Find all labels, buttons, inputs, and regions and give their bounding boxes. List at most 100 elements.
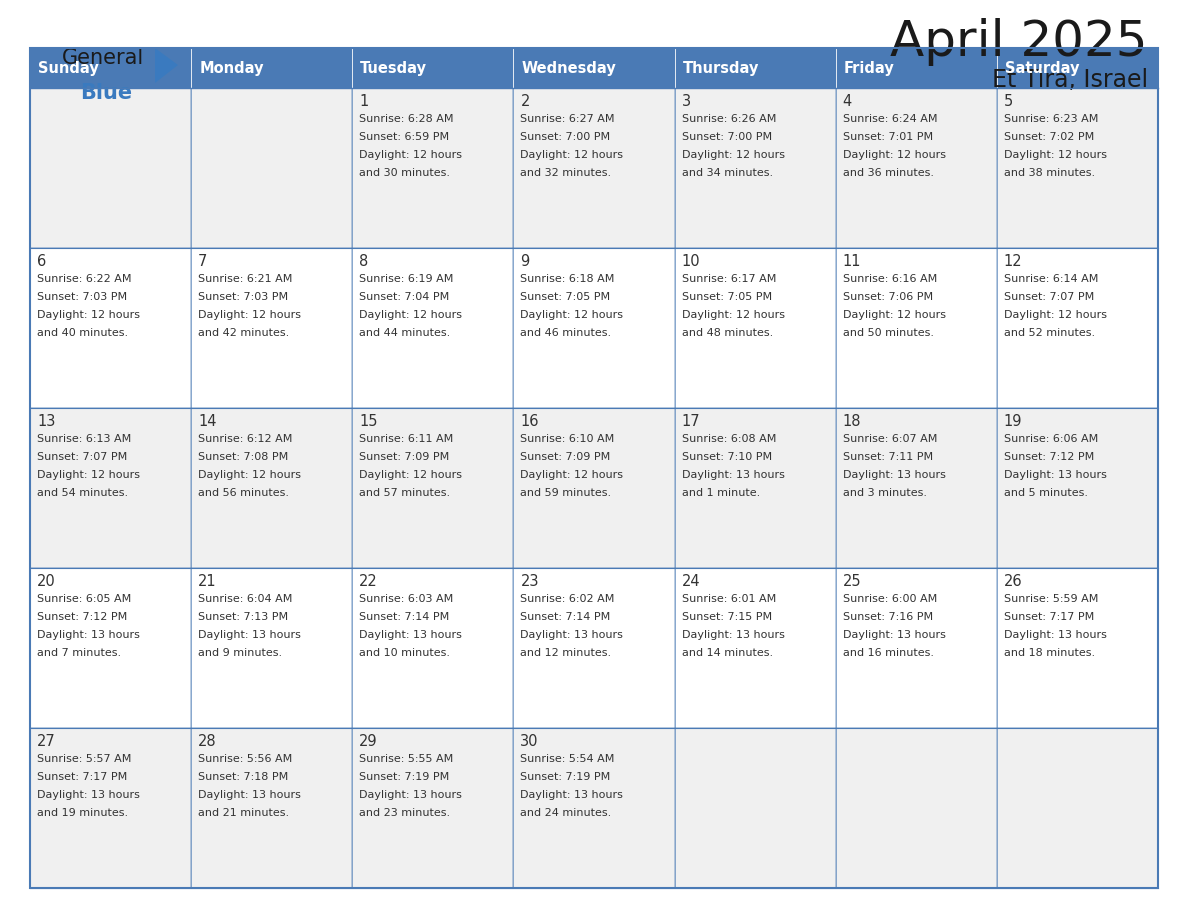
Text: General: General: [62, 48, 144, 68]
FancyBboxPatch shape: [997, 48, 1158, 88]
Text: Sunset: 7:10 PM: Sunset: 7:10 PM: [682, 452, 772, 462]
FancyBboxPatch shape: [353, 728, 513, 888]
Text: Sunset: 7:09 PM: Sunset: 7:09 PM: [520, 452, 611, 462]
Text: Sunrise: 6:27 AM: Sunrise: 6:27 AM: [520, 114, 615, 124]
Text: Sunset: 7:17 PM: Sunset: 7:17 PM: [37, 772, 127, 782]
Text: Daylight: 12 hours: Daylight: 12 hours: [37, 470, 140, 480]
Text: and 30 minutes.: and 30 minutes.: [359, 168, 450, 178]
Text: Sunset: 7:14 PM: Sunset: 7:14 PM: [520, 612, 611, 622]
Text: Sunrise: 6:26 AM: Sunrise: 6:26 AM: [682, 114, 776, 124]
Text: and 14 minutes.: and 14 minutes.: [682, 648, 772, 658]
Text: 13: 13: [37, 414, 56, 429]
Polygon shape: [154, 48, 178, 83]
Text: Sunset: 7:11 PM: Sunset: 7:11 PM: [842, 452, 933, 462]
Text: and 48 minutes.: and 48 minutes.: [682, 328, 773, 338]
Text: Sunset: 7:07 PM: Sunset: 7:07 PM: [1004, 292, 1094, 302]
Text: Sunrise: 6:11 AM: Sunrise: 6:11 AM: [359, 434, 454, 444]
FancyBboxPatch shape: [997, 408, 1158, 568]
Text: Sunrise: 6:19 AM: Sunrise: 6:19 AM: [359, 274, 454, 284]
Text: Sunset: 7:02 PM: Sunset: 7:02 PM: [1004, 132, 1094, 142]
Text: and 18 minutes.: and 18 minutes.: [1004, 648, 1095, 658]
Text: Daylight: 13 hours: Daylight: 13 hours: [842, 630, 946, 640]
FancyBboxPatch shape: [835, 408, 997, 568]
FancyBboxPatch shape: [30, 48, 191, 88]
Text: 30: 30: [520, 734, 539, 749]
Text: Sunrise: 6:06 AM: Sunrise: 6:06 AM: [1004, 434, 1098, 444]
Text: Daylight: 12 hours: Daylight: 12 hours: [1004, 310, 1107, 320]
FancyBboxPatch shape: [353, 408, 513, 568]
Text: Sunrise: 6:14 AM: Sunrise: 6:14 AM: [1004, 274, 1098, 284]
FancyBboxPatch shape: [191, 48, 353, 88]
Text: Sunset: 7:15 PM: Sunset: 7:15 PM: [682, 612, 772, 622]
Text: April 2025: April 2025: [891, 18, 1148, 66]
Text: Daylight: 13 hours: Daylight: 13 hours: [37, 790, 140, 800]
Text: Daylight: 13 hours: Daylight: 13 hours: [1004, 630, 1107, 640]
Text: 19: 19: [1004, 414, 1023, 429]
Text: and 46 minutes.: and 46 minutes.: [520, 328, 612, 338]
Text: Sunrise: 6:22 AM: Sunrise: 6:22 AM: [37, 274, 132, 284]
Text: Sunrise: 6:00 AM: Sunrise: 6:00 AM: [842, 594, 937, 604]
Text: Daylight: 12 hours: Daylight: 12 hours: [842, 150, 946, 160]
Text: Daylight: 13 hours: Daylight: 13 hours: [682, 470, 784, 480]
Text: Daylight: 13 hours: Daylight: 13 hours: [37, 630, 140, 640]
Text: Daylight: 13 hours: Daylight: 13 hours: [198, 630, 301, 640]
FancyBboxPatch shape: [675, 248, 835, 408]
Text: Sunrise: 5:56 AM: Sunrise: 5:56 AM: [198, 754, 292, 764]
Text: and 36 minutes.: and 36 minutes.: [842, 168, 934, 178]
Text: 5: 5: [1004, 94, 1013, 109]
FancyBboxPatch shape: [997, 248, 1158, 408]
Text: Friday: Friday: [843, 61, 895, 75]
Text: and 5 minutes.: and 5 minutes.: [1004, 488, 1088, 498]
Text: 2: 2: [520, 94, 530, 109]
Text: 22: 22: [359, 574, 378, 589]
Text: Sunset: 7:13 PM: Sunset: 7:13 PM: [198, 612, 289, 622]
Text: Daylight: 13 hours: Daylight: 13 hours: [1004, 470, 1107, 480]
Text: Sunset: 7:17 PM: Sunset: 7:17 PM: [1004, 612, 1094, 622]
Text: 6: 6: [37, 254, 46, 269]
FancyBboxPatch shape: [191, 88, 353, 248]
FancyBboxPatch shape: [675, 88, 835, 248]
FancyBboxPatch shape: [997, 568, 1158, 728]
Text: and 42 minutes.: and 42 minutes.: [198, 328, 290, 338]
Text: 4: 4: [842, 94, 852, 109]
Text: Daylight: 13 hours: Daylight: 13 hours: [198, 790, 301, 800]
FancyBboxPatch shape: [191, 568, 353, 728]
Text: 20: 20: [37, 574, 56, 589]
Text: Sunset: 7:19 PM: Sunset: 7:19 PM: [520, 772, 611, 782]
FancyBboxPatch shape: [835, 568, 997, 728]
Text: Sunrise: 6:12 AM: Sunrise: 6:12 AM: [198, 434, 292, 444]
FancyBboxPatch shape: [835, 48, 997, 88]
Text: Sunrise: 6:08 AM: Sunrise: 6:08 AM: [682, 434, 776, 444]
FancyBboxPatch shape: [513, 48, 675, 88]
FancyBboxPatch shape: [835, 728, 997, 888]
FancyBboxPatch shape: [191, 248, 353, 408]
Text: and 12 minutes.: and 12 minutes.: [520, 648, 612, 658]
Text: Monday: Monday: [200, 61, 264, 75]
Text: Sunrise: 6:01 AM: Sunrise: 6:01 AM: [682, 594, 776, 604]
Text: Sunset: 7:14 PM: Sunset: 7:14 PM: [359, 612, 449, 622]
FancyBboxPatch shape: [353, 248, 513, 408]
FancyBboxPatch shape: [191, 408, 353, 568]
Text: Sunrise: 6:05 AM: Sunrise: 6:05 AM: [37, 594, 131, 604]
Text: and 9 minutes.: and 9 minutes.: [198, 648, 283, 658]
FancyBboxPatch shape: [835, 88, 997, 248]
Text: Sunrise: 6:28 AM: Sunrise: 6:28 AM: [359, 114, 454, 124]
Text: 24: 24: [682, 574, 700, 589]
Text: Sunset: 7:03 PM: Sunset: 7:03 PM: [198, 292, 289, 302]
FancyBboxPatch shape: [513, 88, 675, 248]
Text: Sunrise: 6:07 AM: Sunrise: 6:07 AM: [842, 434, 937, 444]
Text: Sunrise: 6:21 AM: Sunrise: 6:21 AM: [198, 274, 292, 284]
Text: Sunrise: 5:55 AM: Sunrise: 5:55 AM: [359, 754, 454, 764]
Text: 12: 12: [1004, 254, 1023, 269]
FancyBboxPatch shape: [675, 48, 835, 88]
Text: Sunrise: 6:04 AM: Sunrise: 6:04 AM: [198, 594, 292, 604]
FancyBboxPatch shape: [675, 568, 835, 728]
Text: Sunset: 7:09 PM: Sunset: 7:09 PM: [359, 452, 449, 462]
Text: Sunrise: 6:24 AM: Sunrise: 6:24 AM: [842, 114, 937, 124]
Text: Daylight: 12 hours: Daylight: 12 hours: [198, 470, 301, 480]
FancyBboxPatch shape: [997, 728, 1158, 888]
Text: Daylight: 12 hours: Daylight: 12 hours: [682, 150, 784, 160]
Text: Sunset: 6:59 PM: Sunset: 6:59 PM: [359, 132, 449, 142]
Text: and 16 minutes.: and 16 minutes.: [842, 648, 934, 658]
Text: 10: 10: [682, 254, 700, 269]
